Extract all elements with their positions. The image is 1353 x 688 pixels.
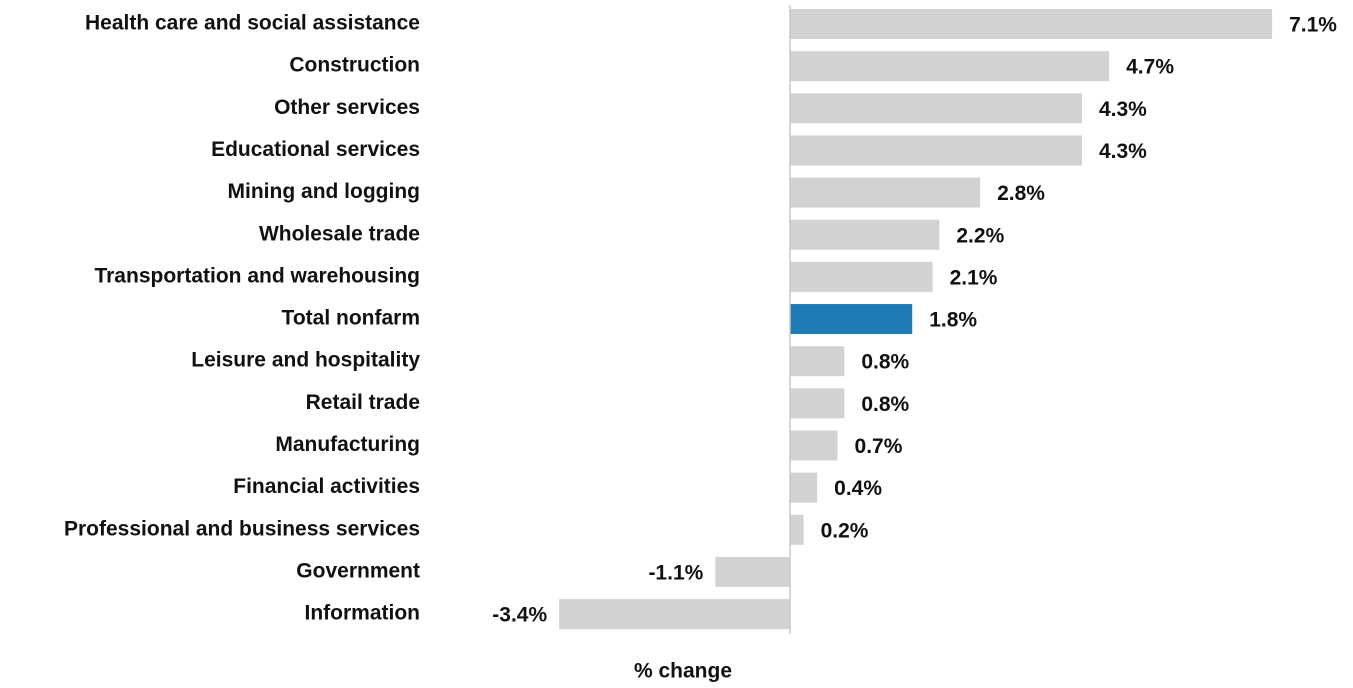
category-label: Government — [296, 559, 420, 582]
value-label: 4.7% — [1126, 56, 1174, 79]
value-label: 0.2% — [821, 519, 869, 542]
bar — [790, 219, 940, 250]
bar — [790, 304, 913, 335]
bar — [790, 346, 845, 377]
value-label: 7.1% — [1289, 14, 1337, 37]
category-label: Retail trade — [306, 391, 420, 414]
bar — [790, 135, 1082, 166]
bar — [790, 261, 933, 292]
bar — [790, 9, 1273, 39]
category-label: Professional and business services — [64, 517, 420, 540]
value-label: 0.7% — [855, 435, 903, 458]
bar — [790, 430, 838, 461]
bar — [559, 599, 790, 630]
category-label: Health care and social assistance — [85, 12, 420, 35]
bar — [790, 388, 845, 419]
bar — [790, 51, 1110, 82]
category-label: Construction — [289, 54, 420, 77]
category-label: Financial activities — [233, 475, 420, 498]
value-label: 4.3% — [1099, 140, 1147, 163]
value-label: 1.8% — [929, 309, 977, 332]
value-label: 0.4% — [834, 477, 882, 500]
category-label: Total nonfarm — [282, 307, 420, 330]
value-label: 2.1% — [950, 266, 998, 289]
category-label: Wholesale trade — [259, 222, 420, 245]
category-label: Other services — [274, 96, 420, 119]
value-label: -3.4% — [492, 604, 547, 627]
category-label: Educational services — [211, 138, 420, 161]
value-label: 0.8% — [861, 351, 909, 374]
value-label: -1.1% — [648, 561, 703, 584]
category-label: Mining and logging — [228, 180, 420, 203]
bar — [790, 472, 818, 503]
bar — [790, 177, 981, 208]
x-axis-label: % change — [634, 660, 732, 683]
value-label: 0.8% — [861, 393, 909, 416]
bar — [790, 514, 804, 545]
value-label: 4.3% — [1099, 98, 1147, 121]
bar — [790, 93, 1082, 124]
category-label: Manufacturing — [275, 433, 420, 456]
bar — [715, 556, 790, 587]
value-label: 2.2% — [956, 224, 1004, 247]
category-label: Information — [305, 602, 421, 625]
category-label: Leisure and hospitality — [191, 349, 420, 372]
category-label: Transportation and warehousing — [94, 264, 420, 287]
value-label: 2.8% — [997, 182, 1045, 205]
